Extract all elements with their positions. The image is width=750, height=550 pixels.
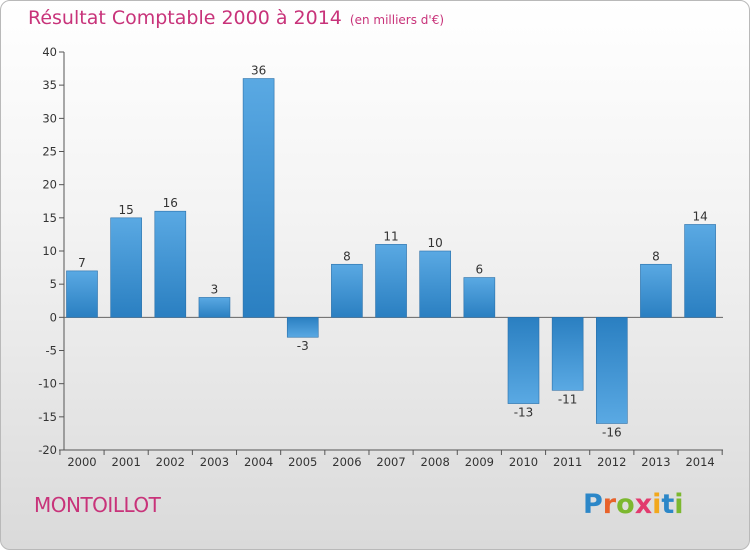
data-label-2012: -16 — [602, 425, 622, 439]
data-label-2008: 10 — [428, 236, 443, 250]
y-tick-label: 0 — [50, 310, 57, 324]
x-tick-label-2008: 2008 — [421, 455, 450, 469]
data-label-2002: 16 — [163, 196, 178, 210]
bar-2011 — [551, 317, 584, 391]
y-tick-label: 35 — [42, 78, 57, 92]
data-label-2013: 8 — [652, 249, 660, 263]
logo-letter: P — [583, 489, 603, 520]
bar-2013 — [640, 263, 672, 318]
logo-letter: r — [602, 489, 617, 520]
bar-2009 — [463, 277, 496, 318]
proxiti-logo: Proxiti — [583, 489, 684, 520]
y-tick-label: -20 — [38, 443, 57, 457]
data-label-2007: 11 — [383, 229, 398, 243]
x-tick-label-2011: 2011 — [553, 455, 582, 469]
bar-2012 — [595, 317, 628, 424]
data-label-2005: -3 — [297, 339, 309, 353]
logo-letter: i — [652, 489, 662, 520]
x-tick-label-2009: 2009 — [465, 455, 494, 469]
x-tick-label-2012: 2012 — [597, 455, 626, 469]
bar-2014 — [684, 224, 716, 318]
bars-layer — [66, 78, 716, 424]
y-tick-label: 15 — [42, 211, 57, 225]
bar-2010 — [507, 317, 540, 404]
data-label-2000: 7 — [78, 256, 86, 270]
data-label-2011: -11 — [558, 392, 578, 406]
x-tick-label-2006: 2006 — [332, 455, 361, 469]
bar-2006 — [331, 263, 363, 318]
y-tick-label: -15 — [38, 410, 57, 424]
data-label-2004: 36 — [251, 64, 266, 78]
x-tick-label-2005: 2005 — [288, 455, 317, 469]
data-label-2009: 6 — [476, 263, 484, 277]
x-tick-label-2002: 2002 — [156, 455, 185, 469]
data-label-2014: 14 — [692, 209, 707, 223]
chart-title: Résultat Comptable 2000 à 2014 — [28, 7, 342, 29]
bar-2003 — [198, 297, 231, 318]
y-tick-label: 10 — [42, 244, 57, 258]
x-tick-label-2013: 2013 — [641, 455, 670, 469]
bar-2004 — [242, 78, 275, 318]
bar-2008 — [419, 250, 452, 318]
labels-layer: 7 15 16 3 36 -3 8 11 10 6 -13 -11 -16 8 14 — [78, 64, 708, 440]
bar-2001 — [110, 217, 142, 318]
x-tick-label-2007: 2007 — [376, 455, 405, 469]
logo-letter: i — [674, 489, 684, 520]
chart-unit: (en milliers d'€) — [349, 13, 445, 27]
x-tick-label-2003: 2003 — [200, 455, 229, 469]
axes-layer: 40 35 30 25 20 15 10 5 0 -5 -10 -15 -20 2000 2001 2002 2… — [38, 45, 723, 469]
commune-name: MONTOILLOT — [34, 493, 161, 517]
data-label-2003: 3 — [211, 282, 219, 296]
bar-2007 — [375, 244, 407, 318]
logo-letter: x — [634, 489, 653, 520]
title-line: Résultat Comptable 2000 à 2014 (en millie… — [28, 7, 444, 29]
data-label-2001: 15 — [119, 203, 134, 217]
logo-letter: t — [661, 489, 675, 520]
data-label-2006: 8 — [343, 249, 351, 263]
y-tick-label: 30 — [42, 111, 57, 125]
x-tick-label-2010: 2010 — [509, 455, 538, 469]
logo-letter: o — [616, 489, 635, 520]
bar-2002 — [154, 210, 187, 318]
bar-2000 — [66, 270, 98, 318]
x-tick-label-2000: 2000 — [67, 455, 96, 469]
x-tick-label-2014: 2014 — [685, 455, 714, 469]
data-label-2010: -13 — [514, 406, 534, 420]
x-tick-label-2004: 2004 — [244, 455, 273, 469]
x-tick-label-2001: 2001 — [112, 455, 141, 469]
y-tick-label: 20 — [42, 178, 57, 192]
y-tick-label: -10 — [38, 377, 57, 391]
bar-2005 — [286, 317, 319, 338]
y-tick-label: 40 — [42, 45, 57, 59]
y-tick-label: 25 — [42, 145, 57, 159]
y-tick-label: -5 — [46, 344, 57, 358]
y-tick-label: 5 — [50, 277, 57, 291]
